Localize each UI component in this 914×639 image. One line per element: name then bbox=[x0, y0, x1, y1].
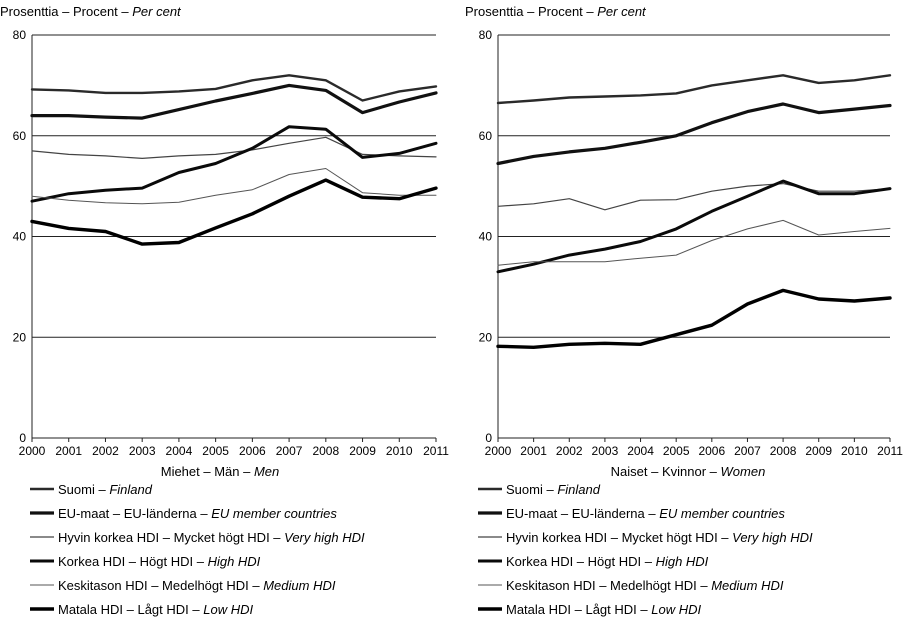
y-tick-label: 40 bbox=[13, 230, 27, 244]
y-tick-label: 60 bbox=[479, 129, 493, 143]
y-tick-label: 0 bbox=[485, 431, 492, 445]
chart-right: Prosenttia – Procent – Per cent 0 20 40 60 8… bbox=[465, 4, 903, 479]
legend-item: Matala HDI – Lågt HDI – Low HDI bbox=[478, 602, 701, 617]
plot-area-left: 0 20 40 60 80 2000 2001 2002 2003 2004 2005 2006 200… bbox=[13, 28, 450, 458]
x-axis-title-left: Miehet – Män – Men bbox=[161, 464, 280, 479]
legend-label: EU-maat – EU-länderna – EU member countr… bbox=[58, 506, 337, 521]
x-tick-label: 2001 bbox=[55, 444, 82, 458]
x-tick-label: 2000 bbox=[485, 444, 512, 458]
series-line bbox=[30, 178, 438, 246]
x-tick-label: 2007 bbox=[276, 444, 303, 458]
y-tick-label: 80 bbox=[479, 28, 493, 42]
series-line bbox=[497, 183, 891, 211]
x-tick-label: 2008 bbox=[770, 444, 797, 458]
x-tick-label: 2005 bbox=[202, 444, 229, 458]
y-tick-label: 20 bbox=[13, 330, 27, 344]
legend-item: Matala HDI – Lågt HDI – Low HDI bbox=[30, 602, 253, 617]
plot-area-right: 0 20 40 60 80 2000 2001 2002 2003 2004 2005 2006 200… bbox=[479, 28, 904, 458]
legend-label: Hyvin korkea HDI – Mycket högt HDI – Ver… bbox=[58, 530, 365, 545]
x-tick-label: 2005 bbox=[663, 444, 690, 458]
series-line bbox=[30, 125, 438, 203]
legend-label: Keskitason HDI – Medelhögt HDI – Medium … bbox=[506, 578, 784, 593]
legend-label: Matala HDI – Lågt HDI – Low HDI bbox=[58, 602, 253, 617]
x-axis-title-right: Naiset – Kvinnor – Women bbox=[611, 464, 766, 479]
legend-label: EU-maat – EU-länderna – EU member countr… bbox=[506, 506, 785, 521]
legend-label: Keskitason HDI – Medelhögt HDI – Medium … bbox=[58, 578, 336, 593]
legend-right: Suomi – Finland EU-maat – EU-länderna – E… bbox=[478, 482, 813, 617]
legend-item: Keskitason HDI – Medelhögt HDI – Medium … bbox=[30, 578, 336, 593]
x-tick-label: 2010 bbox=[386, 444, 413, 458]
x-tick-label: 2010 bbox=[841, 444, 868, 458]
series-line bbox=[31, 168, 437, 205]
x-tick-label: 2004 bbox=[166, 444, 193, 458]
x-tick-label: 2004 bbox=[627, 444, 654, 458]
x-tick-label: 2006 bbox=[239, 444, 266, 458]
series-line bbox=[30, 74, 438, 102]
x-tick-label: 2009 bbox=[805, 444, 832, 458]
legend-item: Korkea HDI – Högt HDI – High HDI bbox=[478, 554, 709, 569]
chart-left: Prosenttia – Procent – Per cent 0 20 40 60 8… bbox=[0, 4, 449, 479]
legend-item: EU-maat – EU-länderna – EU member countr… bbox=[30, 506, 337, 521]
x-tick-label: 2011 bbox=[423, 444, 449, 458]
y-tick-label: 40 bbox=[479, 230, 493, 244]
series-line bbox=[496, 102, 892, 166]
legend-label: Hyvin korkea HDI – Mycket högt HDI – Ver… bbox=[506, 530, 813, 545]
x-tick-label: 2002 bbox=[556, 444, 583, 458]
series-line bbox=[496, 288, 892, 349]
x-tick-label: 2002 bbox=[92, 444, 119, 458]
series-line bbox=[497, 219, 891, 266]
x-tick-label: 2011 bbox=[877, 444, 903, 458]
x-tick-label: 2008 bbox=[312, 444, 339, 458]
y-tick-label: 0 bbox=[19, 431, 26, 445]
legend-item: Hyvin korkea HDI – Mycket högt HDI – Ver… bbox=[478, 530, 813, 545]
legend-label: Korkea HDI – Högt HDI – High HDI bbox=[506, 554, 709, 569]
y-tick-label: 20 bbox=[479, 330, 493, 344]
series-line bbox=[496, 74, 892, 105]
legend-label: Korkea HDI – Högt HDI – High HDI bbox=[58, 554, 261, 569]
legend-item: Suomi – Finland bbox=[478, 482, 601, 497]
legend-item: Keskitason HDI – Medelhögt HDI – Medium … bbox=[478, 578, 784, 593]
legend-item: Suomi – Finland bbox=[30, 482, 153, 497]
x-tick-label: 2000 bbox=[19, 444, 46, 458]
x-tick-label: 2003 bbox=[129, 444, 156, 458]
x-tick-label: 2006 bbox=[698, 444, 725, 458]
unit-label-left: Prosenttia – Procent – Per cent bbox=[0, 4, 182, 19]
series-line bbox=[30, 83, 438, 120]
legend-item: Hyvin korkea HDI – Mycket högt HDI – Ver… bbox=[30, 530, 365, 545]
legend-item: EU-maat – EU-länderna – EU member countr… bbox=[478, 506, 785, 521]
legend-label: Matala HDI – Lågt HDI – Low HDI bbox=[506, 602, 701, 617]
legend-left: Suomi – Finland EU-maat – EU-länderna – E… bbox=[30, 482, 365, 617]
x-tick-label: 2009 bbox=[349, 444, 376, 458]
x-tick-label: 2001 bbox=[520, 444, 547, 458]
unit-label-right: Prosenttia – Procent – Per cent bbox=[465, 4, 647, 19]
x-tick-label: 2003 bbox=[592, 444, 619, 458]
legend-item: Korkea HDI – Högt HDI – High HDI bbox=[30, 554, 261, 569]
x-tick-label: 2007 bbox=[734, 444, 761, 458]
series-line bbox=[31, 136, 437, 159]
legend-label: Suomi – Finland bbox=[506, 482, 601, 497]
series-line bbox=[496, 179, 892, 274]
y-tick-label: 60 bbox=[13, 129, 27, 143]
legend-label: Suomi – Finland bbox=[58, 482, 153, 497]
y-tick-label: 80 bbox=[13, 28, 27, 42]
